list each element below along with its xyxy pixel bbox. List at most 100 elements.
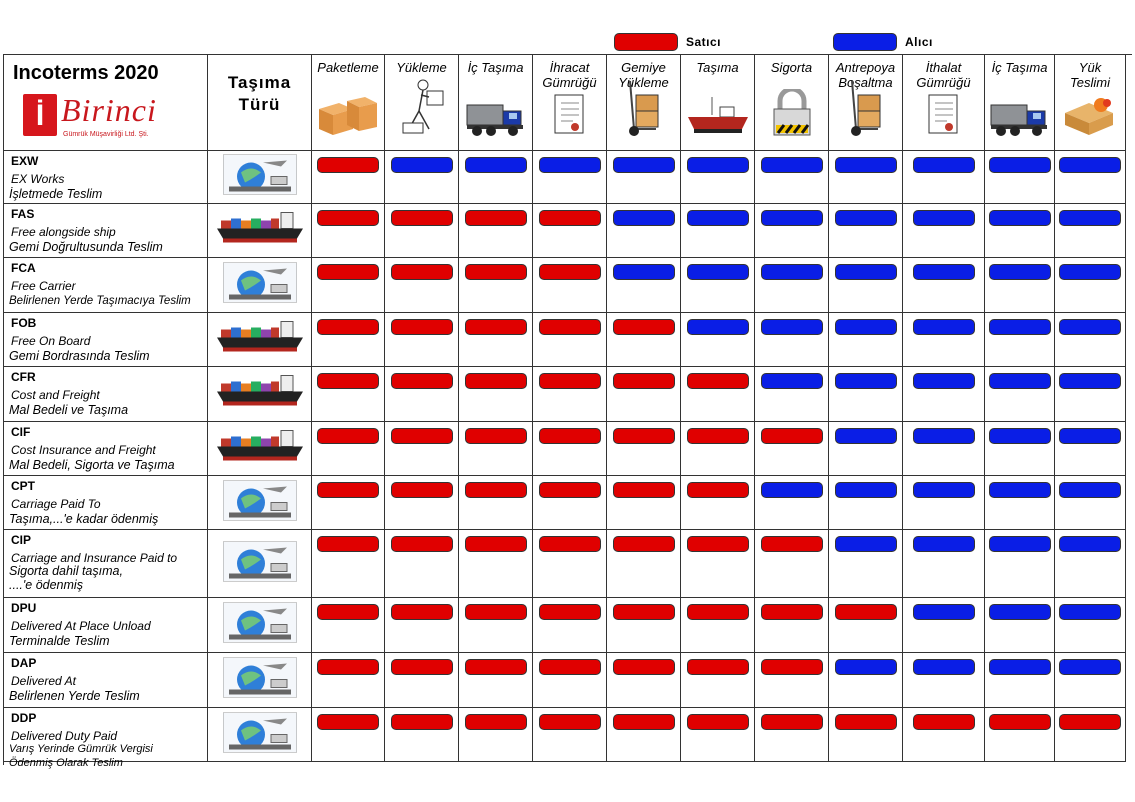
term-english: Delivered At <box>11 674 76 688</box>
hand-truck-icon <box>842 79 890 142</box>
responsibility-cell <box>459 367 533 422</box>
seller-responsibility-marker <box>464 319 527 335</box>
responsibility-cell <box>681 708 755 762</box>
responsibility-cell <box>533 476 607 530</box>
transport-cell <box>208 653 312 708</box>
multimodal-transport-icon <box>222 540 297 586</box>
responsibility-cell <box>829 598 903 653</box>
term-turkish: Mal Bedeli ve Taşıma <box>9 403 129 417</box>
responsibility-cell <box>985 708 1055 762</box>
hand-truck-icon <box>620 79 668 142</box>
seller-responsibility-marker <box>538 373 601 389</box>
buyer-responsibility-marker <box>464 157 527 173</box>
term-code: DAP <box>11 656 37 670</box>
buyer-responsibility-marker <box>988 604 1051 620</box>
seller-responsibility-marker <box>390 428 453 444</box>
term-code: FCA <box>11 261 36 275</box>
seller-responsibility-marker <box>464 604 527 620</box>
seller-responsibility-marker <box>390 482 453 498</box>
buyer-responsibility-marker <box>686 319 749 335</box>
term-turkish: Varış Yerinde Gümrük Vergisi Ödenmiş Ola… <box>9 743 153 769</box>
seller-responsibility-marker <box>317 373 379 389</box>
transport-header: Taşıma Türü <box>227 73 292 114</box>
buyer-responsibility-marker <box>912 373 975 389</box>
seller-responsibility-marker <box>686 373 749 389</box>
buyer-responsibility-marker <box>760 482 823 498</box>
responsibility-cell <box>681 530 755 598</box>
responsibility-cell <box>1055 422 1126 476</box>
buyer-responsibility-marker <box>760 210 823 226</box>
term-english: Delivered Duty Paid <box>11 729 118 743</box>
seller-responsibility-marker <box>760 536 823 552</box>
term-turkish: Terminalde Teslim <box>9 634 110 648</box>
responsibility-cell <box>312 708 385 762</box>
responsibility-cell <box>607 422 681 476</box>
seller-responsibility-marker <box>464 428 527 444</box>
seller-responsibility-marker <box>538 714 601 730</box>
column-header-label: Sigorta <box>770 60 813 75</box>
buyer-responsibility-marker <box>1059 264 1121 280</box>
term-cell-dap: DAP Delivered At Belirlenen Yerde Teslim <box>3 653 208 708</box>
seller-responsibility-marker <box>317 604 379 620</box>
seller-responsibility-marker <box>538 604 601 620</box>
buyer-responsibility-marker <box>912 536 975 552</box>
multimodal-transport-icon <box>222 262 297 308</box>
responsibility-cell <box>1055 598 1126 653</box>
term-english: Cost and Freight <box>11 388 100 402</box>
column-header-label: Paketleme <box>317 60 379 75</box>
responsibility-cell <box>903 653 985 708</box>
term-code: CIF <box>11 425 31 439</box>
seller-responsibility-marker <box>390 604 453 620</box>
buyer-responsibility-marker <box>834 319 897 335</box>
term-english: Free alongside ship <box>11 225 116 239</box>
transport-cell <box>208 476 312 530</box>
responsibility-cell <box>459 708 533 762</box>
term-cell-cpt: CPT Carriage Paid To Taşıma,...'e kadar öd… <box>3 476 208 530</box>
responsibility-cell <box>607 313 681 367</box>
responsibility-cell <box>755 204 829 258</box>
responsibility-cell <box>903 476 985 530</box>
responsibility-cell <box>459 422 533 476</box>
buyer-responsibility-marker <box>760 319 823 335</box>
seller-responsibility-marker <box>612 428 675 444</box>
seller-responsibility-marker <box>317 428 379 444</box>
transport-header-cell: Taşıma Türü <box>208 54 312 151</box>
responsibility-cell <box>607 151 681 204</box>
seller-responsibility-marker <box>538 319 601 335</box>
responsibility-cell <box>985 258 1055 313</box>
responsibility-cell <box>385 708 459 762</box>
seller-responsibility-marker <box>464 659 527 675</box>
column-header-label: İhracat Gümrüğü <box>542 60 597 90</box>
responsibility-cell <box>755 708 829 762</box>
seller-responsibility-marker <box>612 714 675 730</box>
buyer-swatch <box>833 33 897 51</box>
buyer-responsibility-marker <box>912 157 975 173</box>
term-cell-exw: EXW EX Works İşletmede Teslim <box>3 151 208 204</box>
responsibility-cell <box>533 204 607 258</box>
transport-cell <box>208 367 312 422</box>
term-cell-fas: FAS Free alongside ship Gemi Doğrultusunda… <box>3 204 208 258</box>
column-header-11: Yük Teslimi <box>1055 54 1126 151</box>
responsibility-cell <box>385 258 459 313</box>
seller-responsibility-marker <box>390 264 453 280</box>
buyer-responsibility-marker <box>988 264 1051 280</box>
column-header-1: Paketleme <box>312 54 385 151</box>
term-cell-cip: CIP Carriage and Insurance Paid to Sigorta… <box>3 530 208 598</box>
seller-responsibility-marker <box>317 659 379 675</box>
responsibility-cell <box>985 313 1055 367</box>
document-icon <box>927 93 961 142</box>
term-code: FOB <box>11 316 37 330</box>
delivery-box-icon <box>1061 97 1119 142</box>
seller-responsibility-marker <box>834 604 897 620</box>
column-header-label: İthalat Gümrüğü <box>916 60 971 90</box>
seller-responsibility-marker <box>988 714 1051 730</box>
responsibility-cell <box>459 258 533 313</box>
seller-responsibility-marker <box>464 536 527 552</box>
term-turkish: Mal Bedeli, Sigorta ve Taşıma <box>9 458 175 472</box>
responsibility-cell <box>533 367 607 422</box>
responsibility-cell <box>385 653 459 708</box>
term-cell-fob: FOB Free On Board Gemi Bordrasında Teslim <box>3 313 208 367</box>
responsibility-cell <box>829 708 903 762</box>
term-turkish: Taşıma,...'e kadar ödenmiş <box>9 512 159 526</box>
multimodal-transport-icon <box>222 711 297 757</box>
